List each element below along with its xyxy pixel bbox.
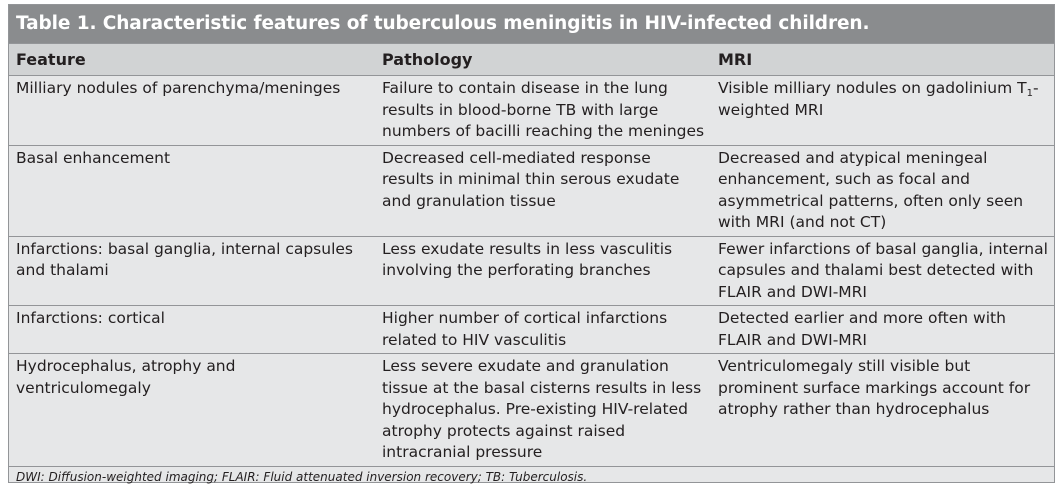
cell-mri: Fewer infarctions of basal ganglia, inte… (711, 235, 1054, 306)
header-feature: Feature (9, 43, 375, 76)
cell-feature: Milliary nodules of parenchyma/meninges (9, 75, 375, 145)
table-row: Infarctions: basal ganglia, internal cap… (9, 235, 1054, 306)
cell-mri: Detected earlier and more often with FLA… (711, 305, 1054, 354)
features-table: Feature Pathology MRI Milliary nodules o… (9, 43, 1054, 466)
cell-pathology: Failure to contain disease in the lung r… (375, 75, 711, 145)
cell-mri: Visible milliary nodules on gadolinium T… (711, 75, 1054, 145)
cell-feature: Hydrocephalus, atrophy and ventriculomeg… (9, 353, 375, 466)
header-mri: MRI (711, 43, 1054, 76)
table-title: Table 1. Characteristic features of tube… (9, 5, 1054, 43)
table-row: Basal enhancement Decreased cell-mediate… (9, 144, 1054, 236)
cell-pathology: Less severe exudate and granulation tiss… (375, 353, 711, 466)
table-container: Table 1. Characteristic features of tube… (8, 4, 1055, 484)
cell-feature: Infarctions: basal ganglia, internal cap… (9, 235, 375, 306)
cell-pathology: Decreased cell-mediated response results… (375, 144, 711, 236)
table-row: Milliary nodules of parenchyma/meninges … (9, 75, 1054, 145)
cell-mri: Decreased and atypical meningeal enhance… (711, 144, 1054, 236)
cell-pathology: Less exudate results in less vasculitis … (375, 235, 711, 306)
table-row: Infarctions: cortical Higher number of c… (9, 305, 1054, 354)
cell-mri-text: Visible milliary nodules on gadolinium T (718, 79, 1027, 97)
cell-mri: Ventriculomegaly still visible but promi… (711, 353, 1054, 466)
table-header-row: Feature Pathology MRI (9, 43, 1054, 76)
cell-mri-subscript: 1 (1026, 88, 1033, 99)
cell-mri-text-cont: -weighted MRI (718, 79, 1039, 119)
table-footnote: DWI: Diffusion-weighted imaging; FLAIR: … (9, 465, 1054, 488)
table-row: Hydrocephalus, atrophy and ventriculomeg… (9, 353, 1054, 466)
header-pathology: Pathology (375, 43, 711, 76)
cell-feature: Infarctions: cortical (9, 305, 375, 354)
cell-pathology: Higher number of cortical infarctions re… (375, 305, 711, 354)
cell-feature: Basal enhancement (9, 144, 375, 236)
